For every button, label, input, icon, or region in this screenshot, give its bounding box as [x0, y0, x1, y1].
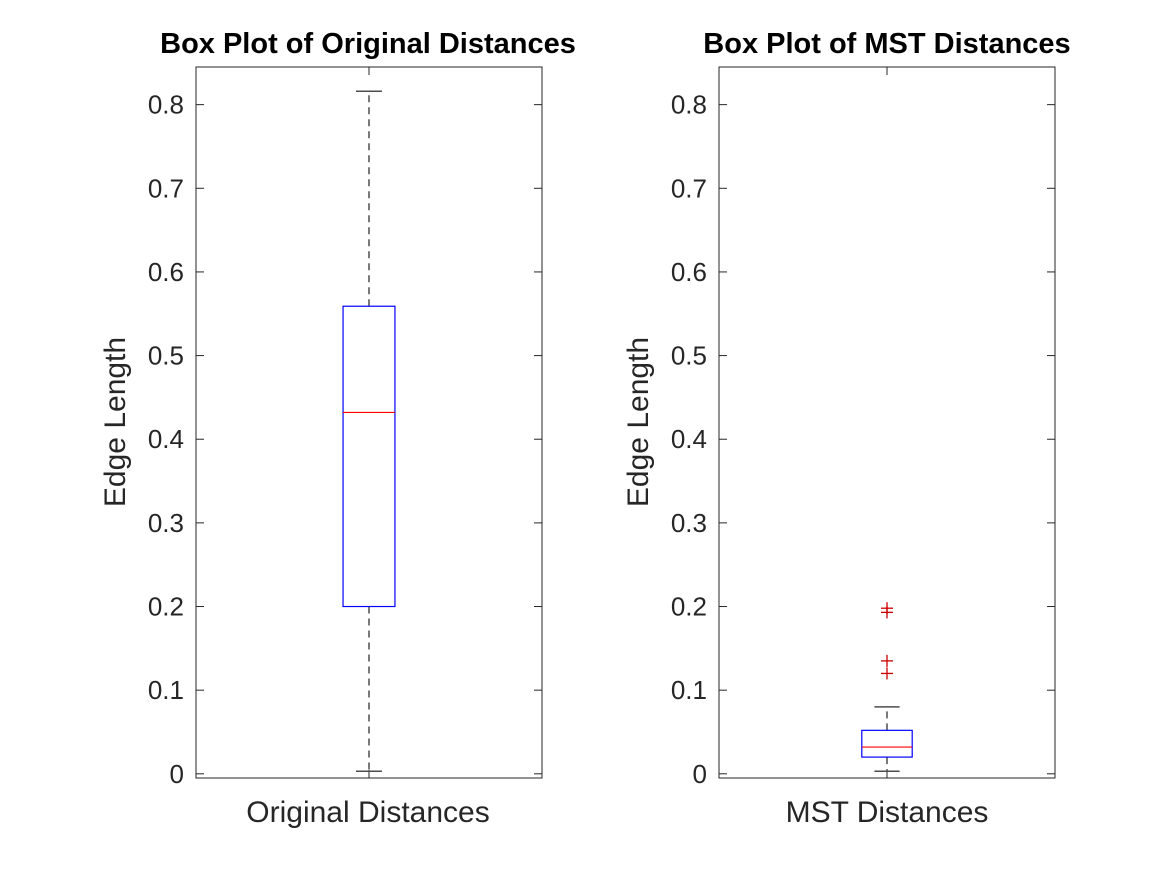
y-tick-label: 0 [693, 759, 707, 789]
y-tick-label: 0.1 [671, 675, 707, 705]
y-tick-label: 0 [170, 759, 184, 789]
category-label: Original Distances [246, 796, 489, 829]
box-plot-marks [342, 90, 396, 773]
y-tick-label: 0.7 [671, 173, 707, 203]
y-axis: 0 0.1 0.2 0.3 0.4 0.5 0.6 0.7 0.8 [148, 67, 542, 789]
y-tick-label: 0.3 [671, 508, 707, 538]
y-tick-label: 0.2 [671, 592, 707, 622]
y-tick-label: 0.6 [148, 257, 184, 287]
outlier-point [881, 667, 893, 680]
panel-original-distances: Box Plot of Original Distances 0 0.1 0.2 0.… [99, 28, 576, 829]
y-tick-label: 0.8 [148, 90, 184, 120]
y-axis-label: Edge Length [622, 337, 655, 507]
y-tick-label: 0.4 [148, 424, 184, 454]
iqr-box [342, 305, 396, 608]
panel-mst-distances: Box Plot of MST Distances 00.10.20.30.40… [622, 28, 1071, 829]
category-label: MST Distances [786, 796, 989, 829]
y-tick-label: 0.4 [671, 424, 707, 454]
y-tick-label: 0.7 [148, 173, 184, 203]
chart-title: Box Plot of Original Distances [160, 28, 576, 60]
y-tick-label: 0.3 [148, 508, 184, 538]
y-tick-label: 0.2 [148, 592, 184, 622]
chart-title: Box Plot of MST Distances [703, 28, 1070, 60]
iqr-box [861, 729, 913, 758]
outlier-point [881, 602, 893, 615]
y-tick-label: 0.6 [671, 257, 707, 287]
box-plot-marks [861, 602, 913, 773]
y-tick-label: 0.5 [148, 341, 184, 371]
y-tick-label: 0.1 [148, 675, 184, 705]
y-axis: 0 0.1 0.2 0.3 0.4 0.5 0.6 0.7 0.8 [671, 67, 1055, 789]
y-axis-label: Edge Length [99, 337, 132, 507]
y-tick-label: 0.8 [671, 90, 707, 120]
outlier-point [881, 654, 893, 667]
y-tick-label: 0.5 [671, 341, 707, 371]
